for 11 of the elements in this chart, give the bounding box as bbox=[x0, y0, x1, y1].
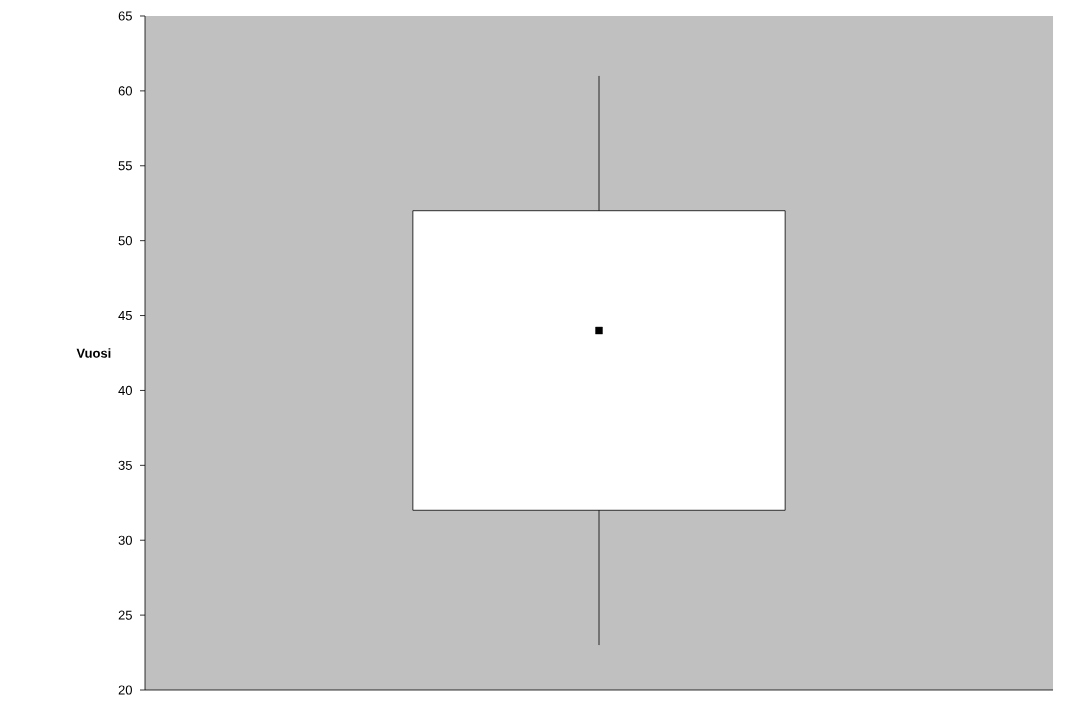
y-tick-label: 20 bbox=[118, 685, 132, 695]
y-tick-label: 55 bbox=[118, 161, 132, 171]
y-tick-label: 35 bbox=[118, 460, 132, 470]
y-tick-label: 30 bbox=[118, 535, 132, 545]
y-axis-title: Vuosi bbox=[76, 348, 111, 358]
y-tick-label: 40 bbox=[118, 385, 132, 396]
y-tick-label: 25 bbox=[118, 610, 132, 620]
y-tick-label: 50 bbox=[118, 236, 132, 246]
y-tick-label: 45 bbox=[118, 311, 132, 321]
y-tick-label: 65 bbox=[118, 11, 132, 21]
y-tick-label: 60 bbox=[118, 86, 132, 96]
